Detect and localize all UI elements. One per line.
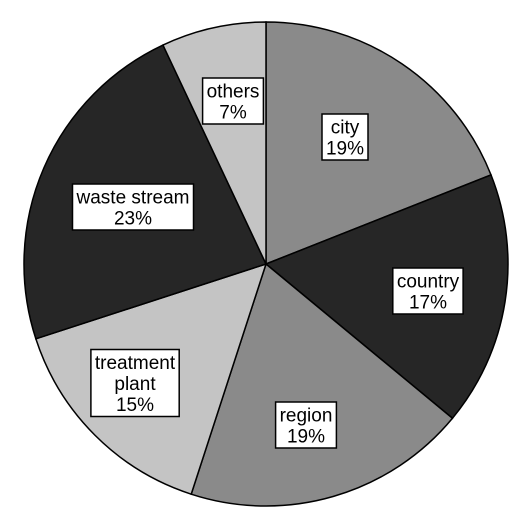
slice-name-label: plant bbox=[114, 374, 156, 395]
slice-name-label: waste stream bbox=[76, 188, 190, 209]
slice-name-label: treatment bbox=[95, 353, 176, 374]
slice-name-label: city bbox=[331, 118, 360, 139]
slice-value-label: 19% bbox=[287, 427, 325, 448]
label-box bbox=[321, 113, 369, 161]
slice-value-label: 7% bbox=[219, 103, 247, 124]
slice-value-label: 15% bbox=[116, 395, 154, 416]
pie-slices bbox=[23, 21, 509, 507]
slice-value-label: 23% bbox=[114, 209, 152, 230]
pie-slice-region bbox=[190, 262, 454, 507]
pie-slice-city bbox=[265, 21, 492, 266]
slice-name-label: others bbox=[207, 82, 260, 103]
label-box bbox=[274, 401, 338, 449]
label-box bbox=[392, 267, 464, 315]
pie-labels: city19%country17%region19%treatmentplant… bbox=[71, 77, 464, 449]
label-box bbox=[90, 348, 180, 418]
slice-value-label: 19% bbox=[326, 139, 364, 160]
label-box bbox=[71, 183, 195, 231]
slice-name-label: country bbox=[397, 272, 460, 293]
slice-name-label: region bbox=[280, 406, 333, 427]
pie-slice-country bbox=[264, 173, 509, 420]
slice-value-label: 17% bbox=[409, 293, 447, 314]
label-box bbox=[201, 77, 265, 125]
